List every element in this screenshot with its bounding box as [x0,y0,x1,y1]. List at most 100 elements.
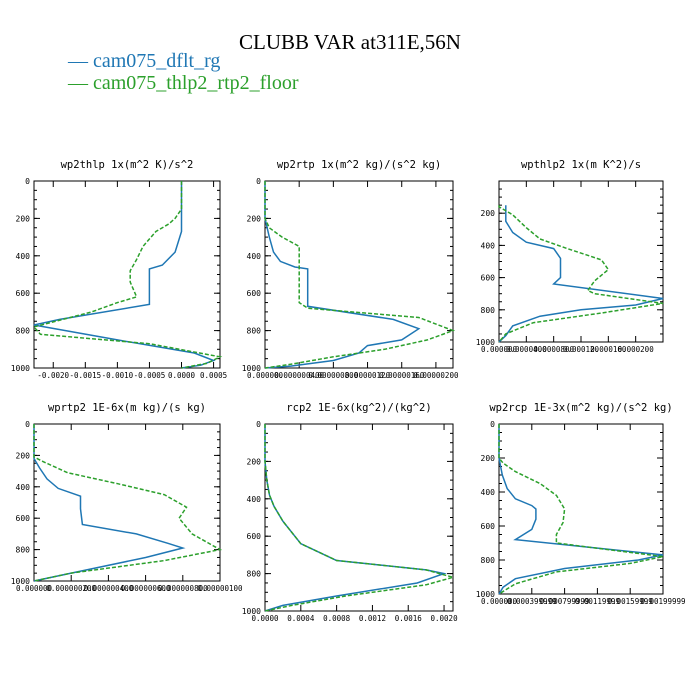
panel-6: wp2rcp 1E-3x(m^2 kg)/(s^2 kg) 0 200 400 600 8… [476,402,686,606]
x-tick-label: 0.0005 [200,371,227,380]
panel-1: wp2thlp 1x(m^2 K)/s^2 0 200 400 600 800 1000 -0… [11,159,227,380]
panel-title: rcp2 1E-6x(kg^2)/(kg^2) [286,402,431,414]
y-tick-label: 800 [247,327,262,336]
legend-label-floor: cam075_thlp2_rtp2_floor [93,72,299,94]
y-tick-label: 400 [481,241,496,250]
y-tick-label: 400 [247,495,262,504]
x-tick-label: 0.0020 [431,614,459,623]
series-line-dflt [33,181,216,369]
legend-entry-dflt: — cam075_dflt_rg [68,50,220,73]
y-tick-label: 200 [247,214,262,223]
x-tick-label: 0.000000400 [274,371,324,380]
x-tick-label: 0.0000 [251,614,279,623]
x-tick-label: 0.00119999 [575,597,620,606]
x-tick-label: 0.000000 [481,597,518,606]
x-tick-label: 0.00199999 [640,597,685,606]
y-tick-label: 1000 [11,364,30,373]
x-tick-label: 0.0000 [168,371,196,380]
x-tick-label: -0.0015 [70,371,102,380]
y-tick-label: 200 [16,214,31,223]
x-tick-label: 0.000000 [16,584,53,593]
x-tick-label: 0.00000160 [379,371,425,380]
series-line-dflt [264,424,447,612]
x-tick-label: 0.00159999 [608,597,653,606]
panel-title: wp2thlp 1x(m^2 K)/s^2 [61,159,194,171]
x-tick-label: 0.000000400 [84,584,134,593]
x-tick-label: 0.000000800 [309,371,359,380]
panel-title: wprtp2 1E-6x(m kg)/(s kg) [48,402,206,414]
x-tick-label: 0.000000800 [158,584,208,593]
x-tick-label: 0.000000200 [46,584,96,593]
y-tick-label: 600 [247,289,262,298]
x-tick-label: 0.000120 [563,345,600,354]
legend-label-dflt: cam075_dflt_rg [93,50,221,72]
y-tick-label: 200 [16,451,31,460]
y-tick-label: 0 [25,177,30,186]
x-tick-label: 0.00000200 [413,371,459,380]
y-tick-label: 1000 [476,590,495,599]
legend-entry-floor: — cam075_thlp2_rtp2_floor [68,72,299,95]
panel-title: wp2rtp 1x(m^2 kg)/(s^2 kg) [277,159,441,171]
series-line-floor [498,424,664,595]
y-tick-label: 400 [16,483,31,492]
panel-5: rcp2 1E-6x(kg^2)/(kg^2) 0 200 400 600 800 1000… [242,402,458,623]
panel-4: wprtp2 1E-6x(m kg)/(s kg) 0 200 400 600 800 10… [11,402,243,593]
series-line-dflt [33,424,186,582]
panel-title: wp2rcp 1E-3x(m^2 kg)/(s^2 kg) [489,402,672,414]
y-tick-label: 200 [481,209,496,218]
y-tick-label: 0 [25,420,30,429]
x-tick-label: 0.000200 [618,345,655,354]
panel-2: wp2rtp 1x(m^2 kg)/(s^2 kg) 0 200 400 600 800 1… [242,159,459,380]
y-tick-label: 0 [490,420,495,429]
y-tick-label: 0 [256,420,261,429]
x-tick-label: 0.000000 [481,345,518,354]
series-line-dflt [498,424,664,595]
y-tick-label: 800 [481,306,496,315]
y-tick-label: 800 [247,570,262,579]
x-tick-label: 0.0000800 [533,345,574,354]
panel-frame [264,423,454,612]
y-tick-label: 1000 [11,577,30,586]
x-tick-label: 0.000799999 [540,597,590,606]
legend-marker-floor: — [68,72,88,94]
x-tick-label: 0.0016 [395,614,423,623]
x-tick-label: 0.000399999 [507,597,557,606]
panel-frame [33,180,221,369]
x-tick-label: 0.000160 [590,345,627,354]
panel-3: wpthlp2 1x(m K^2)/s20040060080010000.000… [476,159,664,354]
y-tick-label: 600 [481,274,496,283]
y-tick-label: 1000 [242,607,261,616]
y-tick-label: 200 [247,457,262,466]
y-tick-label: 400 [16,252,31,261]
x-tick-label: 0.00000100 [197,584,243,593]
y-tick-label: 1000 [476,338,495,347]
series-line-floor [498,205,664,343]
series-line-floor [33,424,223,582]
y-tick-label: 1000 [242,364,261,373]
x-tick-label: -0.0010 [102,371,134,380]
y-tick-label: 600 [247,532,262,541]
x-tick-label: 0.000000 [247,371,284,380]
y-tick-label: 400 [247,252,262,261]
x-tick-label: -0.0020 [37,371,69,380]
x-tick-label: 0.00000120 [345,371,391,380]
panel-title: wpthlp2 1x(m K^2)/s [521,159,641,171]
y-tick-label: 0 [256,177,261,186]
y-tick-label: 200 [481,454,496,463]
panel-frame [33,423,221,582]
series-line-dflt [264,181,421,369]
figure-title: CLUBB VAR at311E,56N [239,30,461,54]
series-line-floor [264,181,456,369]
series-line-dflt [498,205,664,343]
x-tick-label: 0.0008 [323,614,351,623]
y-tick-label: 400 [481,488,496,497]
x-tick-label: 0.000000600 [121,584,171,593]
y-tick-label: 600 [16,514,31,523]
x-tick-label: -0.0005 [134,371,166,380]
series-line-floor [32,181,223,369]
x-tick-label: 0.0012 [359,614,386,623]
panel-frame [498,180,664,343]
x-tick-label: 0.0000400 [506,345,547,354]
y-tick-label: 800 [16,327,31,336]
